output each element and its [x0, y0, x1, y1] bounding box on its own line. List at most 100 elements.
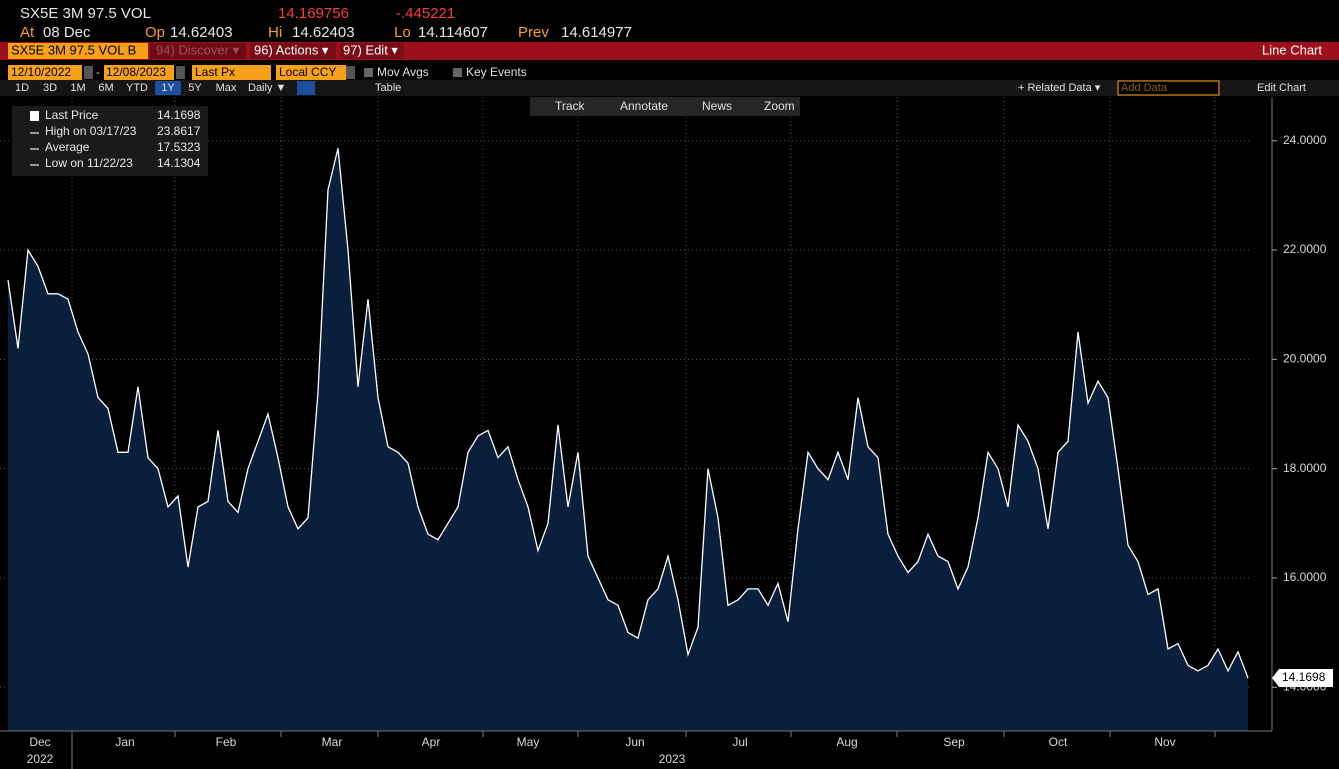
- calendar-icon[interactable]: [84, 66, 93, 79]
- edit-button[interactable]: [340, 43, 404, 59]
- x-tick-label: Mar: [322, 735, 343, 749]
- actions[interactable]: 96) Actions ▾: [254, 42, 329, 57]
- start-date[interactable]: 12/10/2022: [11, 65, 71, 79]
- y-tick-label: 16.0000: [1283, 570, 1327, 584]
- legend-box: [12, 106, 208, 176]
- x-tick-label: Sep: [943, 735, 965, 749]
- legend-label: Low on 11/22/23: [45, 156, 133, 170]
- value: 14.114607: [418, 24, 488, 41]
- checkbox[interactable]: [364, 68, 373, 77]
- year-label: 2023: [659, 752, 686, 766]
- x-tick-label: Jun: [625, 735, 644, 749]
- legend-icon: [30, 132, 39, 134]
- change: -.445221: [396, 5, 455, 22]
- discover-button[interactable]: [150, 43, 246, 59]
- label: Op: [145, 24, 165, 41]
- y-tick-label: 18.0000: [1283, 461, 1327, 475]
- dropdown[interactable]: [346, 66, 355, 79]
- range-bar: [0, 80, 1339, 96]
- currency-select[interactable]: [276, 65, 346, 80]
- line-icon[interactable]: [297, 81, 315, 95]
- currency[interactable]: Local CCY: [279, 65, 336, 79]
- table[interactable]: Table: [375, 82, 401, 94]
- chart: 14.000016.000018.000020.000022.000024.00…: [0, 97, 1339, 769]
- x-tick-label: Jan: [115, 735, 134, 749]
- legend-icon: [30, 164, 39, 166]
- date-field[interactable]: [8, 65, 82, 80]
- mov-avgs[interactable]: Mov Avgs: [377, 65, 429, 79]
- label: Lo: [394, 24, 411, 41]
- value: 08 Dec: [43, 24, 91, 41]
- area: [8, 148, 1248, 732]
- end-date[interactable]: 12/08/2023: [106, 65, 166, 79]
- year-label: 2022: [27, 752, 54, 766]
- legend-label: High on 03/17/23: [45, 124, 137, 138]
- field[interactable]: Last Px: [195, 65, 235, 79]
- legend-value: 14.1698: [157, 108, 201, 122]
- last: 14.169756: [278, 5, 349, 22]
- add-data-field[interactable]: [1117, 80, 1220, 96]
- ticker: SX5E 3M 97.5 VOL: [20, 5, 151, 22]
- range-button[interactable]: Max: [216, 82, 237, 94]
- key-events[interactable]: Key Events: [466, 65, 527, 79]
- range-button[interactable]: 1D: [15, 82, 29, 94]
- legend-value: 17.5323: [157, 140, 201, 154]
- edit-chart[interactable]: Edit Chart: [1257, 82, 1306, 94]
- y-tick-label: 24.0000: [1283, 133, 1327, 147]
- x-tick-label: Jul: [732, 735, 747, 749]
- axis-bg: [1250, 97, 1339, 731]
- legend-label: Average: [45, 140, 90, 154]
- x-tick-label: Aug: [836, 735, 857, 749]
- x-tick-label: Dec: [29, 735, 50, 749]
- discover[interactable]: 94) Discover ▾: [156, 42, 240, 57]
- dash: -: [96, 67, 100, 79]
- date-field[interactable]: [104, 65, 174, 80]
- x-tick-label: Oct: [1049, 735, 1068, 749]
- line: [7, 148, 1249, 679]
- legend-value: 14.1304: [157, 156, 201, 170]
- legend-icon: [30, 148, 39, 150]
- range-button[interactable]: 3D: [43, 82, 57, 94]
- add-data[interactable]: Add Data: [1121, 82, 1168, 94]
- range-button[interactable]: 5Y: [188, 82, 202, 94]
- value: 14.62403: [170, 24, 233, 41]
- label: Hi: [268, 24, 282, 41]
- x-tick-label: Apr: [422, 735, 441, 749]
- range-button[interactable]: YTD: [126, 82, 148, 94]
- active-range: [155, 81, 181, 95]
- toolbar-button[interactable]: Track: [555, 99, 586, 113]
- edit[interactable]: 97) Edit ▾: [343, 42, 398, 57]
- last-value: 14.1698: [1282, 670, 1326, 684]
- range-button[interactable]: 1M: [70, 82, 85, 94]
- legend-label: Last Price: [45, 108, 99, 122]
- security-field[interactable]: [8, 43, 148, 59]
- actions-button[interactable]: [250, 43, 336, 59]
- security[interactable]: SX5E 3M 97.5 VOL B: [11, 42, 136, 57]
- last-tag: [1272, 668, 1333, 687]
- range-button[interactable]: 6M: [98, 82, 113, 94]
- y-tick-label: 22.0000: [1283, 242, 1327, 256]
- x-tick-label: Nov: [1154, 735, 1175, 749]
- legend-value: 23.8617: [157, 124, 201, 138]
- x-tick-label: Feb: [216, 735, 237, 749]
- label: Prev: [518, 24, 549, 41]
- toolbar: [530, 97, 800, 116]
- period[interactable]: Daily ▼: [248, 82, 286, 94]
- toolbar-button[interactable]: News: [702, 99, 732, 113]
- label: At: [20, 24, 35, 41]
- range-button[interactable]: 1Y: [161, 82, 175, 94]
- range-buttons: 1D 3D 1M 6M YTD 1Y 5Y Max: [15, 81, 237, 95]
- legend-icon: [30, 111, 39, 121]
- toolbar-button[interactable]: Annotate: [620, 99, 668, 113]
- x-tick-label: May: [517, 735, 540, 749]
- checkbox[interactable]: [453, 68, 462, 77]
- related-data[interactable]: + Related Data ▾: [1018, 82, 1101, 94]
- calendar-icon[interactable]: [176, 66, 185, 79]
- toolbar-button[interactable]: Zoom: [764, 99, 795, 113]
- field-select[interactable]: [192, 65, 271, 80]
- value: 14.62403: [292, 24, 355, 41]
- value: 14.614977: [561, 24, 632, 41]
- view-title: Line Chart: [1262, 42, 1322, 57]
